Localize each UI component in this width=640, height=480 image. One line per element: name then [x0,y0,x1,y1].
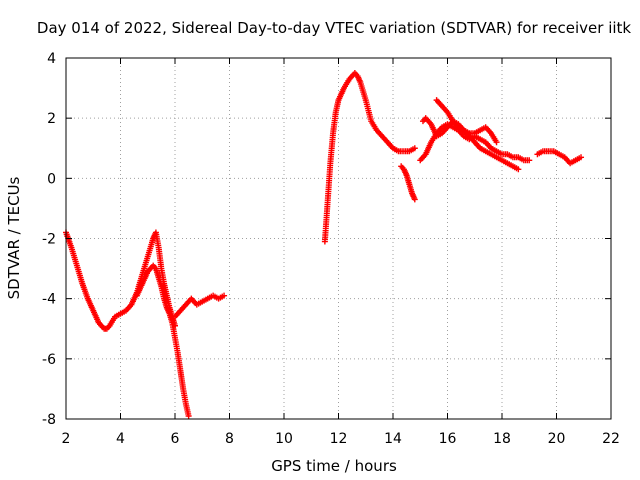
x-tick-label: 12 [330,431,348,447]
data-point [185,412,192,419]
x-tick-label: 14 [384,431,402,447]
data-point [578,154,585,161]
x-tick-label: 16 [439,431,457,447]
y-tick-label: -8 [42,412,56,428]
series-seg4 [321,70,418,245]
series-seg5 [398,163,418,203]
x-tick-label: 2 [62,431,71,447]
y-tick-label: -6 [42,352,56,368]
ticks-layer: 2 4 6 8 10 12 14 16 18 20 22 -8 -6 -4 -2 0 2 4 [42,51,620,447]
series-seg2 [133,262,192,419]
x-axis-title: GPS time / hours [271,457,397,475]
x-tick-label: 6 [171,431,180,447]
data-point [221,292,228,299]
y-axis-title: SDTVAR / TECUs [5,176,23,299]
x-tick-label: 10 [275,431,293,447]
x-tick-label: 22 [602,431,620,447]
grid-layer [66,58,611,419]
y-tick-label: 0 [47,171,56,187]
x-tick-label: 20 [548,431,566,447]
data-point [411,145,418,152]
x-tick-label: 18 [493,431,511,447]
x-tick-label: 8 [225,431,234,447]
data-point [515,166,522,173]
data-point [411,196,418,203]
series-seg8 [433,97,500,146]
y-tick-label: 4 [47,51,56,67]
y-tick-label: 2 [47,111,56,127]
chart-title: Day 014 of 2022, Sidereal Day-to-day VTE… [37,19,632,37]
x-tick-label: 4 [116,431,125,447]
series-seg3 [172,292,228,320]
data-point [493,139,500,146]
points-layer [63,70,585,419]
series-seg7 [419,115,522,173]
y-tick-label: -2 [42,232,56,248]
y-tick-label: -4 [42,292,56,308]
data-point [526,157,533,164]
series-seg9 [534,148,585,167]
